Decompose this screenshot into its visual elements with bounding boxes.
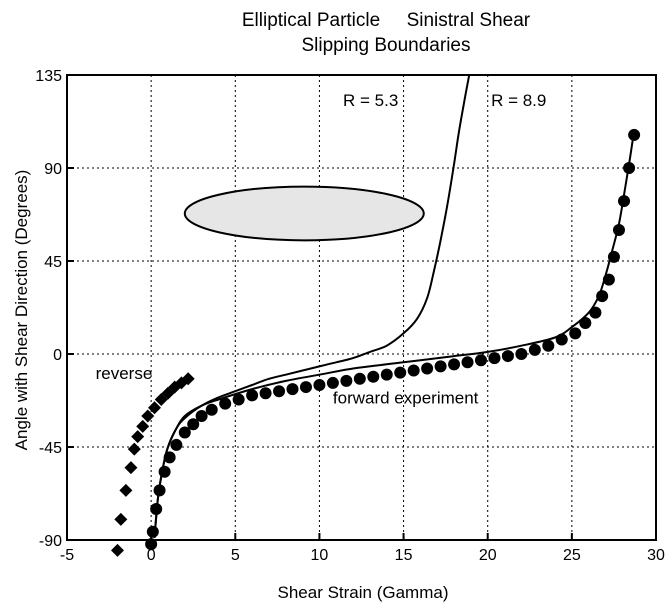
annotation-reverse: reverse	[96, 364, 153, 383]
forward-experiment-point	[367, 370, 380, 383]
reverse-point	[148, 401, 162, 415]
particle-ellipse-group	[183, 185, 425, 242]
model-curves	[153, 74, 636, 538]
forward-experiment-point	[555, 333, 568, 346]
x-tick-label: 15	[395, 547, 413, 564]
forward-experiment-point	[474, 354, 487, 367]
y-tick-label: -45	[39, 440, 62, 457]
forward-experiment-point	[602, 273, 615, 286]
annotation-r-8-9: R = 8.9	[491, 91, 546, 110]
y-tick-label: -90	[39, 533, 62, 550]
reverse-point	[114, 512, 128, 526]
forward-experiment-point	[195, 410, 208, 422]
y-axis-ticks: -90 -45 0 45 90 135	[35, 68, 74, 550]
forward-experiment-point	[421, 362, 434, 375]
grid-lines	[67, 75, 656, 540]
x-axis-ticks: -5 0 5 10 15 20 25 30	[60, 533, 665, 564]
annotation-r-5-3: R = 5.3	[343, 91, 398, 110]
forward-experiment-point	[178, 426, 191, 439]
forward-experiment-point	[628, 128, 641, 141]
forward-experiment-point	[158, 465, 171, 478]
reverse-point	[124, 461, 138, 475]
forward-experiment-point	[326, 376, 339, 389]
forward-experiment-point	[515, 348, 528, 360]
forward-experiment-point	[146, 525, 159, 538]
forward-experiment-point	[353, 372, 366, 385]
curve-r-5-3	[153, 74, 471, 538]
x-tick-label: 20	[479, 547, 497, 564]
forward-experiment-point	[187, 418, 200, 431]
reverse-point	[119, 483, 133, 497]
forward-experiment-point	[153, 484, 166, 497]
forward-experiment-point	[170, 438, 183, 451]
forward-experiment-point	[461, 356, 474, 369]
y-tick-label: 0	[53, 347, 62, 364]
x-tick-label: 10	[311, 547, 329, 564]
forward-experiment-point	[407, 364, 420, 377]
reverse-point	[110, 543, 124, 557]
plot-frame	[66, 74, 657, 541]
y-axis-label: Angle with Shear Direction (Degrees)	[12, 170, 31, 451]
x-tick-label: 0	[147, 547, 156, 564]
forward-experiment-point	[163, 451, 176, 464]
forward-experiment-point	[542, 339, 555, 352]
forward-experiment-point	[528, 343, 541, 356]
x-tick-label: -5	[60, 547, 74, 564]
reverse-point	[141, 409, 155, 423]
forward-experiment-point	[579, 317, 592, 329]
forward-experiment-point	[145, 538, 158, 551]
forward-experiment-point	[205, 403, 218, 416]
y-tick-label: 45	[44, 254, 62, 271]
forward-experiment-point	[434, 360, 447, 373]
data-points	[110, 128, 641, 557]
forward-experiment-point	[246, 389, 259, 402]
forward-experiment-point	[232, 393, 245, 406]
reverse-point	[136, 419, 150, 433]
forward-experiment-point	[501, 350, 514, 363]
reverse-point	[131, 430, 145, 444]
annotation-forward-experiment: forward experiment	[333, 389, 479, 408]
forward-experiment-point	[488, 352, 501, 365]
forward-experiment-point	[219, 397, 232, 410]
forward-experiment-point	[569, 327, 582, 340]
forward-experiment-point	[286, 383, 299, 396]
x-axis-label: Shear Strain (Gamma)	[278, 583, 449, 602]
forward-experiment-point	[623, 162, 636, 174]
forward-experiment-point	[313, 379, 326, 391]
y-tick-label: 90	[44, 161, 62, 178]
forward-experiment-point	[607, 250, 620, 263]
forward-experiment-point	[150, 503, 163, 515]
forward-experiment-point	[618, 195, 631, 208]
particle-ellipse	[183, 185, 425, 242]
forward-experiment-point	[340, 374, 353, 387]
forward-experiment-point	[394, 366, 407, 379]
forward-experiment-point	[612, 224, 625, 236]
annotations: R = 5.3 R = 8.9 reverse forward experiment	[96, 91, 547, 408]
forward-experiment-point	[589, 306, 602, 319]
y-tick-label: 135	[35, 68, 62, 85]
x-tick-label: 5	[231, 547, 240, 564]
forward-experiment-point	[448, 358, 461, 371]
forward-experiment-point	[596, 290, 609, 303]
forward-experiment-point	[259, 387, 272, 400]
reverse-point	[127, 442, 141, 456]
x-tick-label: 30	[647, 547, 665, 564]
chart-title-line-1: Elliptical Particle Sinistral Shear	[242, 10, 531, 31]
forward-experiment-point	[273, 385, 286, 398]
forward-experiment-point	[299, 381, 312, 394]
forward-experiment-point	[380, 368, 393, 381]
chart-title-line-2: Slipping Boundaries	[301, 35, 470, 56]
x-tick-label: 25	[563, 547, 581, 564]
reverse-point	[154, 392, 168, 406]
